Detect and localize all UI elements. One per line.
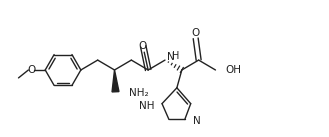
Text: NH₂: NH₂ <box>129 88 149 98</box>
Text: N: N <box>193 116 200 126</box>
Text: N: N <box>167 52 175 62</box>
Text: O: O <box>191 28 200 38</box>
Text: NH: NH <box>139 101 154 111</box>
Text: H: H <box>172 51 179 61</box>
Text: O: O <box>138 41 146 51</box>
Text: O: O <box>27 65 36 75</box>
Text: OH: OH <box>225 65 241 75</box>
Polygon shape <box>112 70 119 92</box>
